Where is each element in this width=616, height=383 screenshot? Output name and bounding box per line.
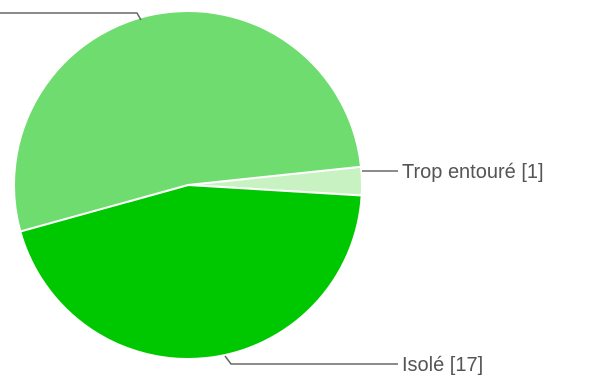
- slice-unlabeled: [13, 10, 363, 233]
- slice-label-trop-entoure: Trop entouré [1]: [402, 161, 544, 183]
- slice-label-isole: Isolé [17]: [402, 354, 483, 376]
- slices-layer: [13, 10, 363, 360]
- leader-line-isole: [224, 355, 398, 365]
- leader-line-top-left: [0, 12, 142, 21]
- labels-layer: Trop entouré [1] Isolé [17]: [402, 161, 544, 376]
- slice-isole: [19, 183, 363, 360]
- leaders-layer: [0, 12, 398, 365]
